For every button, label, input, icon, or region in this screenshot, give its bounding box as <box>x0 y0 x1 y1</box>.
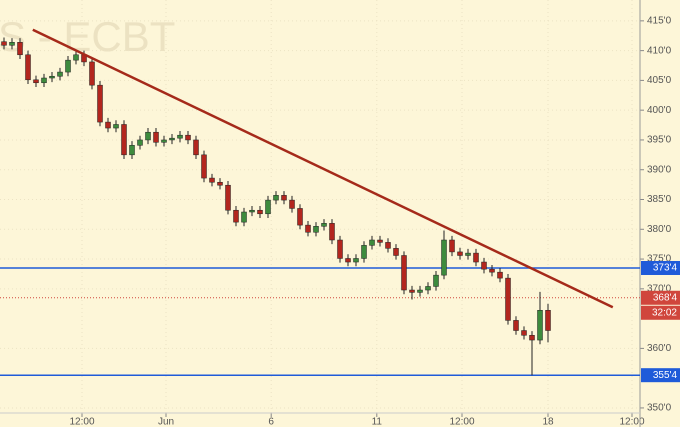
candle-body <box>1 41 7 46</box>
candle-body <box>401 255 407 291</box>
x-tick-label: 12:00 <box>69 417 94 427</box>
candle-body <box>49 75 55 79</box>
candle-body <box>217 181 223 186</box>
countdown-tag <box>641 305 680 320</box>
candle-body <box>129 145 135 156</box>
y-tick-label: 385'0 <box>647 194 672 205</box>
x-tick-label: 11 <box>372 417 383 427</box>
candle-body <box>369 239 375 246</box>
x-tick-label: 12:00 <box>619 417 644 427</box>
candle-body <box>145 131 151 141</box>
y-tick-label: 400'0 <box>647 105 672 116</box>
candle-body <box>313 226 319 233</box>
y-tick-label: 350'0 <box>647 403 672 414</box>
y-tick-label: 380'0 <box>647 224 672 235</box>
y-tick-label: 360'0 <box>647 343 672 354</box>
y-tick-label: 375'0 <box>647 254 672 265</box>
x-tick-label: 6 <box>268 417 274 427</box>
candle-body <box>105 121 111 129</box>
candle-body <box>545 310 551 331</box>
candle-body <box>353 258 359 263</box>
candle-body <box>481 261 487 270</box>
candle-body <box>529 335 535 341</box>
candle-body <box>361 245 367 259</box>
candle-body <box>505 277 511 321</box>
candle-body <box>17 42 23 56</box>
candle-body <box>305 224 311 233</box>
candle-body <box>473 252 479 263</box>
candle-body <box>201 154 207 179</box>
candle-body <box>537 310 543 341</box>
candle-body <box>177 134 183 139</box>
candle-body <box>113 124 119 129</box>
candle-body <box>441 239 447 276</box>
y-tick-label: 415'0 <box>647 15 672 26</box>
candle-body <box>377 239 383 243</box>
candle-body <box>433 274 439 287</box>
level-label: 373'4 <box>653 263 678 274</box>
candle-body <box>321 223 327 227</box>
candle-body <box>489 268 495 273</box>
candle-body <box>209 177 215 183</box>
candle-body <box>417 289 423 293</box>
candle-body <box>153 131 159 143</box>
countdown-label: 32:02 <box>652 307 677 318</box>
candle-body <box>265 199 271 215</box>
candle-body <box>121 124 127 156</box>
candle-body <box>193 139 199 156</box>
candle-body <box>337 239 343 259</box>
x-tick-label: Jun <box>158 417 174 427</box>
y-tick-label: 390'0 <box>647 164 672 175</box>
candle-body <box>385 242 391 249</box>
x-tick-label: 18 <box>542 417 554 427</box>
candle-body <box>73 54 79 61</box>
y-tick-label: 370'0 <box>647 283 672 294</box>
candle-body <box>257 209 263 215</box>
candle-body <box>329 223 335 241</box>
candle-body <box>449 239 455 253</box>
candle-body <box>393 248 399 256</box>
y-tick-label: 410'0 <box>647 45 672 56</box>
candle-body <box>25 54 31 81</box>
candle-body <box>297 208 303 226</box>
candle-body <box>281 195 287 201</box>
y-tick-label: 395'0 <box>647 135 672 146</box>
price-label: 368'4 <box>653 292 678 303</box>
candle-body <box>425 286 431 291</box>
candle-body <box>465 252 471 256</box>
candle-body <box>89 61 95 86</box>
trendline <box>32 28 614 309</box>
candle-body <box>41 77 47 84</box>
watermark: ES - ECBT <box>0 13 175 60</box>
level-tag <box>641 260 680 275</box>
candle-body <box>185 134 191 141</box>
candle-body <box>513 320 519 331</box>
candle-body <box>137 139 143 146</box>
candle-body <box>521 330 527 336</box>
candle-body <box>57 71 63 77</box>
candle-body <box>241 211 247 223</box>
candle-body <box>97 84 103 123</box>
candle-body <box>161 139 167 143</box>
y-tick-label: 405'0 <box>647 75 672 86</box>
candle-body <box>233 209 239 223</box>
level-tag <box>641 368 680 383</box>
candle-body <box>225 184 231 211</box>
candle-body <box>497 271 503 279</box>
candle-body <box>9 42 15 46</box>
candle-body <box>249 209 255 213</box>
candle-body <box>289 199 295 209</box>
candle-body <box>169 137 175 141</box>
x-tick-label: 12:00 <box>449 417 474 427</box>
candle-body <box>345 258 351 263</box>
candle-body <box>457 251 463 256</box>
candle-body <box>409 289 415 293</box>
price-tag <box>641 290 680 305</box>
candle-body <box>273 195 279 201</box>
candle-body <box>33 79 39 84</box>
level-label: 355'4 <box>653 370 678 381</box>
candle-body <box>65 59 71 73</box>
